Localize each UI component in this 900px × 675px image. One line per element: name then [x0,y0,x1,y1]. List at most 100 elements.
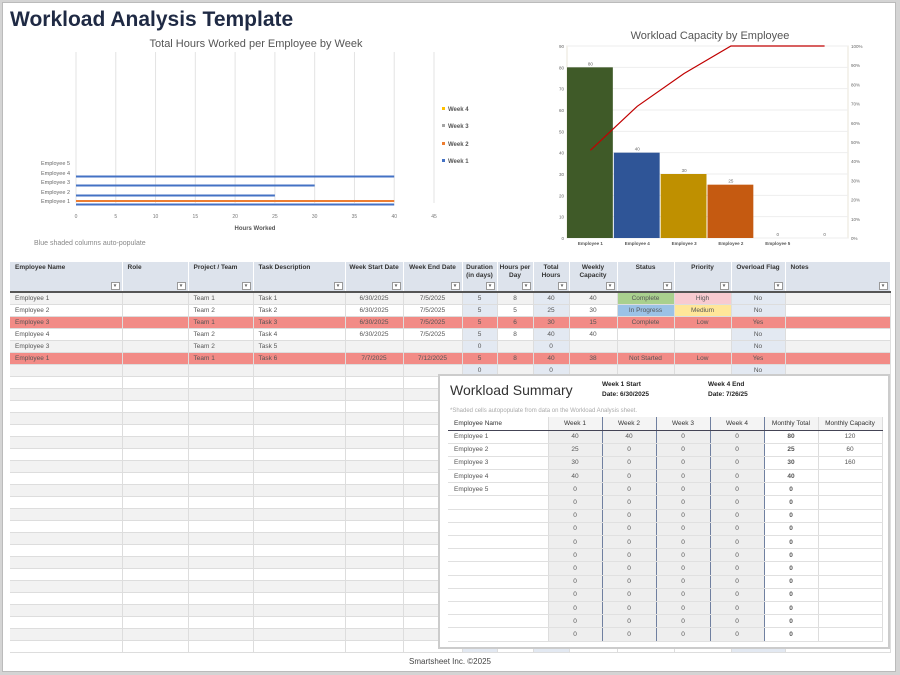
cell-week-start-date[interactable] [345,604,404,617]
cell-week-start-date[interactable] [345,544,404,557]
cell-employee-name[interactable]: Employee 2 [10,304,123,317]
filter-dropdown-icon[interactable]: ▾ [110,282,120,290]
cell-task-description[interactable] [253,520,346,533]
cell-employee-name[interactable] [10,424,123,437]
cell-project-team[interactable]: Team 2 [188,304,254,317]
cell-task-description[interactable] [253,544,346,557]
cell-priority[interactable]: Low [674,352,732,365]
cell-notes[interactable] [785,328,891,341]
cell-status[interactable] [617,340,675,353]
cell-task-description[interactable]: Task 2 [253,304,346,317]
cell-week-start-date[interactable] [345,616,404,629]
filter-dropdown-icon[interactable]: ▾ [557,282,567,290]
cell-task-description[interactable] [253,568,346,581]
cell-overload-flag[interactable]: No [731,364,786,377]
cell-week-start-date[interactable]: 6/30/2025 [345,328,404,341]
cell-task-description[interactable] [253,436,346,449]
cell-project-team[interactable] [188,496,254,509]
cell-week-start-date[interactable]: 6/30/2025 [345,316,404,329]
cell-project-team[interactable] [188,448,254,461]
cell-notes[interactable] [785,304,891,317]
cell-status[interactable]: In Progress [617,304,675,317]
cell-role[interactable] [122,460,189,473]
cell-role[interactable] [122,544,189,557]
cell-priority[interactable]: High [674,292,732,305]
cell-overload-flag[interactable]: Yes [731,316,786,329]
cell-role[interactable] [122,400,189,413]
cell-role[interactable] [122,628,189,641]
cell-project-team[interactable] [188,640,254,653]
filter-dropdown-icon[interactable]: ▾ [241,282,251,290]
cell-task-description[interactable] [253,364,346,377]
cell-employee-name[interactable] [10,496,123,509]
cell-priority[interactable]: Low [674,316,732,329]
cell-project-team[interactable] [188,436,254,449]
cell-week-end-date[interactable] [403,364,463,377]
cell-task-description[interactable] [253,628,346,641]
cell-week-start-date[interactable] [345,496,404,509]
cell-employee-name[interactable] [10,484,123,497]
cell-weekly-capacity[interactable]: 30 [569,304,618,317]
cell-role[interactable] [122,328,189,341]
cell-task-description[interactable] [253,640,346,653]
cell-task-description[interactable] [253,484,346,497]
cell-role[interactable] [122,568,189,581]
cell-employee-name[interactable] [10,616,123,629]
cell-hours-per-day[interactable]: 8 [497,352,534,365]
cell-notes[interactable] [785,352,891,365]
cell-duration-in-days[interactable]: 5 [462,292,498,305]
cell-employee-name[interactable] [10,400,123,413]
cell-week-start-date[interactable]: 7/7/2025 [345,352,404,365]
cell-notes[interactable] [785,316,891,329]
filter-dropdown-icon[interactable]: ▾ [176,282,186,290]
cell-week-start-date[interactable] [345,436,404,449]
cell-employee-name[interactable] [10,568,123,581]
cell-week-start-date[interactable] [345,556,404,569]
cell-total-hours[interactable]: 40 [533,328,570,341]
cell-overload-flag[interactable]: No [731,292,786,305]
cell-week-start-date[interactable] [345,520,404,533]
cell-task-description[interactable] [253,616,346,629]
cell-week-start-date[interactable] [345,448,404,461]
filter-dropdown-icon[interactable]: ▾ [878,282,888,290]
cell-employee-name[interactable]: Employee 4 [10,328,123,341]
cell-project-team[interactable] [188,604,254,617]
filter-dropdown-icon[interactable]: ▾ [391,282,401,290]
cell-role[interactable] [122,292,189,305]
cell-task-description[interactable] [253,448,346,461]
cell-project-team[interactable] [188,388,254,401]
cell-week-start-date[interactable] [345,628,404,641]
cell-role[interactable] [122,508,189,521]
cell-overload-flag[interactable]: Yes [731,352,786,365]
cell-employee-name[interactable] [10,544,123,557]
filter-dropdown-icon[interactable]: ▾ [485,282,495,290]
filter-dropdown-icon[interactable]: ▾ [450,282,460,290]
cell-role[interactable] [122,592,189,605]
cell-project-team[interactable] [188,412,254,425]
cell-task-description[interactable] [253,592,346,605]
cell-task-description[interactable] [253,580,346,593]
cell-weekly-capacity[interactable] [569,364,618,377]
cell-week-start-date[interactable] [345,412,404,425]
cell-duration-in-days[interactable]: 5 [462,316,498,329]
cell-week-start-date[interactable] [345,388,404,401]
filter-dropdown-icon[interactable]: ▾ [333,282,343,290]
cell-project-team[interactable]: Team 1 [188,316,254,329]
cell-role[interactable] [122,580,189,593]
cell-project-team[interactable] [188,568,254,581]
cell-role[interactable] [122,448,189,461]
cell-employee-name[interactable] [10,412,123,425]
cell-weekly-capacity[interactable]: 15 [569,316,618,329]
cell-task-description[interactable] [253,388,346,401]
cell-total-hours[interactable]: 25 [533,304,570,317]
cell-project-team[interactable] [188,460,254,473]
cell-employee-name[interactable] [10,472,123,485]
cell-priority[interactable]: Medium [674,304,732,317]
cell-overload-flag[interactable]: No [731,304,786,317]
cell-project-team[interactable]: Team 2 [188,328,254,341]
cell-week-start-date[interactable] [345,592,404,605]
cell-role[interactable] [122,376,189,389]
cell-week-start-date[interactable] [345,400,404,413]
cell-notes[interactable] [785,292,891,305]
cell-task-description[interactable]: Task 6 [253,352,346,365]
